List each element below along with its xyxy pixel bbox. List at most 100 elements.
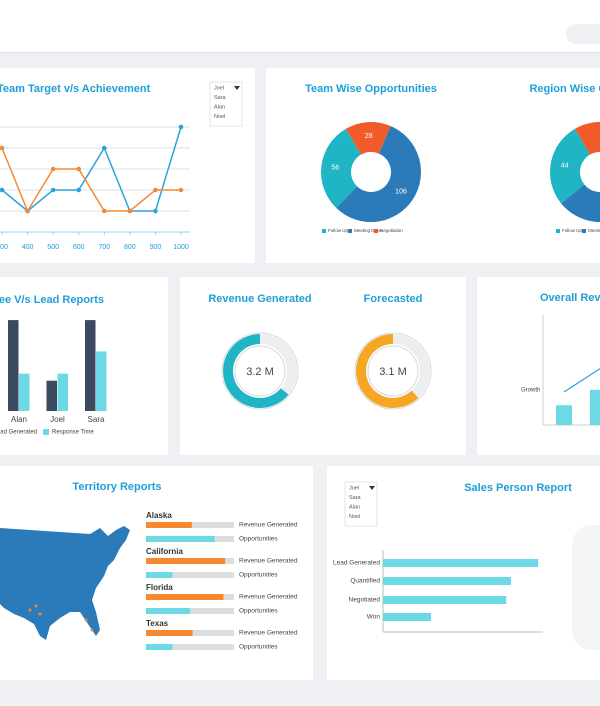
line — [1, 147, 181, 213]
donut-slice — [549, 128, 590, 204]
search-box[interactable] — [566, 24, 600, 44]
annotation: Growth — [521, 388, 540, 394]
bar-label: Opportunities — [239, 572, 278, 579]
bar-label: Revenue Generated — [239, 522, 298, 529]
bar — [383, 559, 539, 567]
state-name: Alaska — [146, 511, 172, 520]
x-tick-label: 1000 — [173, 244, 189, 251]
bar — [146, 558, 226, 564]
bar — [556, 405, 572, 425]
legend-label: Negotiation — [380, 228, 403, 233]
dropdown-option[interactable]: Joel — [214, 85, 224, 91]
chart-title: Forecasted — [364, 293, 423, 305]
dropdown-arrow — [369, 486, 375, 490]
map-markers — [28, 604, 94, 632]
dropdown-option[interactable]: Alan — [349, 504, 360, 510]
legend-swatch — [556, 229, 560, 233]
legend-swatch — [348, 229, 352, 233]
bar — [383, 596, 507, 604]
bar-track — [146, 644, 234, 650]
gauge-ring — [221, 332, 299, 410]
point — [178, 124, 184, 130]
bar — [146, 644, 173, 650]
bar-label: Revenue Generated — [239, 558, 298, 565]
chart-title: Territory Reports — [72, 481, 161, 493]
x-tick-label: 500 — [47, 244, 59, 251]
line — [563, 367, 600, 393]
point — [76, 187, 82, 193]
x-tick-label: Sara — [88, 415, 105, 424]
bar — [146, 522, 192, 528]
bar — [85, 320, 96, 411]
bar — [146, 630, 193, 636]
bar-track — [146, 572, 234, 578]
x-tick-label: 900 — [150, 244, 162, 251]
donut-slice — [321, 128, 361, 209]
dropdown-option[interactable]: Alan — [214, 104, 225, 110]
data-label: 28 — [365, 133, 373, 140]
x-tick-label: Alan — [11, 415, 27, 424]
bar — [146, 572, 173, 578]
legend-label: Follow Up — [562, 228, 583, 233]
y-tick-label: Lead Generated — [333, 560, 380, 567]
legend-label: Lead Generated — [0, 430, 37, 436]
bar — [590, 389, 600, 425]
bar — [146, 536, 215, 542]
point — [153, 208, 158, 214]
data-label: 44 — [561, 162, 569, 169]
dropdown-option[interactable]: Noel — [349, 514, 360, 520]
donut-slice — [561, 184, 600, 222]
top-bar — [0, 0, 600, 52]
point — [0, 145, 5, 151]
dropdown-arrow — [234, 86, 240, 90]
y-tick-label: Won — [367, 614, 381, 621]
point — [76, 166, 82, 172]
bar — [383, 577, 511, 585]
bar-label: Revenue Generated — [239, 594, 298, 601]
dropdown-option[interactable]: Sara — [214, 95, 227, 101]
chart-title: Revenue Generated — [208, 293, 311, 305]
bar-label: Revenue Generated — [239, 630, 298, 637]
donut-slice — [336, 125, 421, 222]
x-tick-label: 800 — [124, 244, 136, 251]
us-map — [0, 526, 130, 640]
gauge-center — [367, 345, 419, 397]
point — [178, 187, 184, 193]
legend-swatch — [374, 229, 378, 233]
donut-slice — [575, 122, 600, 155]
state-name: Florida — [146, 583, 173, 592]
dropdown-option[interactable]: Joel — [349, 485, 359, 491]
y-tick-label: Negotiated — [349, 597, 381, 604]
point — [127, 208, 133, 214]
x-tick-label: Joel — [50, 415, 65, 424]
gauge-arc — [223, 334, 289, 408]
dropdown-option[interactable]: Noel — [214, 114, 225, 120]
legend-swatch — [43, 429, 49, 435]
chart-title: Overall Revenue — [540, 292, 600, 304]
line — [1, 126, 182, 212]
card — [266, 68, 600, 263]
point — [25, 208, 30, 214]
bar — [383, 613, 431, 621]
point — [50, 187, 56, 193]
bar-label: Opportunities — [239, 608, 278, 615]
bar-label: Opportunities — [239, 536, 278, 543]
point — [0, 187, 5, 193]
bar — [8, 320, 19, 411]
y-tick-label: Quantified — [350, 578, 380, 585]
donut-slice — [346, 122, 391, 155]
bar — [146, 594, 224, 600]
bar — [96, 351, 107, 411]
state-name: Texas — [146, 619, 169, 628]
chart-title: Team Target v/s Achievement — [0, 83, 151, 95]
point — [153, 187, 158, 193]
chart-title: Sales Person Report — [464, 482, 572, 494]
dropdown-option[interactable]: Sara — [349, 495, 362, 501]
x-tick-label: 600 — [73, 244, 85, 251]
data-label: 106 — [395, 189, 407, 196]
legend-label: Response Time — [52, 430, 94, 436]
data-label: 56 — [331, 164, 339, 171]
bar — [19, 373, 30, 411]
